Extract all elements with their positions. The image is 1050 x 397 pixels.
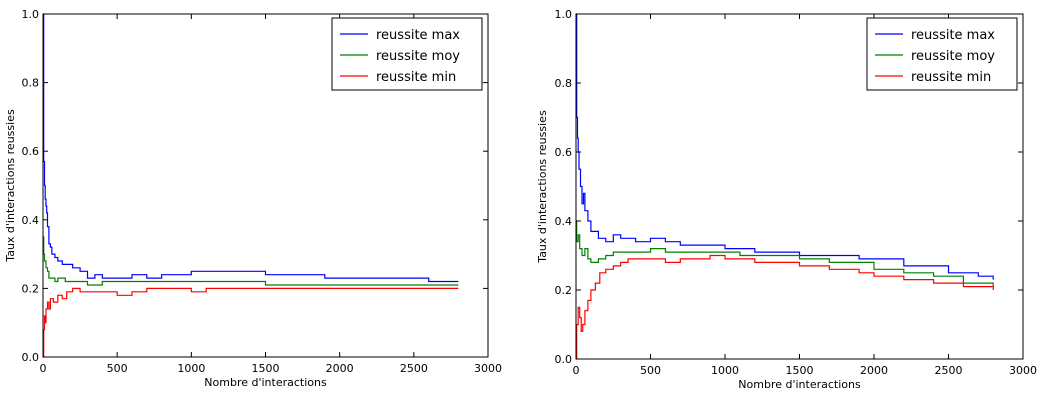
series-line-reussite-moy (576, 220, 994, 287)
y-tick-label: 0.0 (22, 351, 40, 364)
x-tick-label: 3000 (474, 362, 502, 375)
y-tick-label: 1.0 (22, 8, 40, 21)
series-line-reussite-min (43, 287, 459, 358)
x-axis-label: Nombre d'interactions (204, 376, 327, 389)
y-tick-label: 0.8 (555, 77, 573, 90)
x-tick-label: 0 (573, 364, 580, 377)
x-tick-label: 500 (107, 362, 128, 375)
y-tick-label: 0.6 (555, 146, 573, 159)
y-tick-label: 0.4 (22, 214, 40, 227)
x-tick-label: 2000 (860, 364, 888, 377)
series-line-reussite-min (576, 254, 994, 360)
legend-label: reussite min (911, 70, 991, 85)
y-tick-label: 1.0 (555, 8, 573, 21)
x-tick-label: 1000 (177, 362, 205, 375)
y-axis-label: Taux d'interactions reussies (536, 110, 549, 264)
x-tick-label: 3000 (1009, 364, 1037, 377)
x-tick-label: 1500 (786, 364, 814, 377)
legend-label: reussite max (376, 28, 460, 43)
y-tick-label: 0.0 (555, 353, 573, 366)
y-tick-label: 0.4 (555, 215, 573, 228)
legend-box (866, 17, 1018, 91)
y-tick-label: 0.2 (22, 282, 40, 295)
y-tick-label: 0.6 (22, 145, 40, 158)
x-tick-label: 0 (40, 362, 47, 375)
x-axis-label: Nombre d'interactions (738, 378, 861, 391)
legend-label: reussite moy (911, 49, 995, 64)
x-tick-label: 2500 (935, 364, 963, 377)
legend-label: reussite min (376, 70, 456, 85)
x-tick-label: 1500 (252, 362, 280, 375)
legend-box (331, 17, 483, 91)
x-tick-label: 2500 (400, 362, 428, 375)
series-line-reussite-max (576, 13, 994, 280)
chart-1: 0 500 1000 1500 2000 2500 3000 0.0 0.2 0.4 0.6 0.8 1… (4, 8, 502, 389)
y-tick-label: 0.2 (555, 284, 573, 297)
x-tick-label: 500 (640, 364, 661, 377)
legend-label: reussite moy (376, 49, 460, 64)
y-tick-label: 0.8 (22, 77, 40, 90)
y-axis-label: Taux d'interactions reussies (4, 109, 17, 263)
series-line-reussite-moy (43, 236, 459, 286)
x-tick-label: 1000 (711, 364, 739, 377)
x-tick-label: 2000 (326, 362, 354, 375)
chart-2: 0 500 1000 1500 2000 2500 3000 0.0 0.2 0.4 0.6 0.8 1… (536, 8, 1037, 391)
series-line-reussite-max (43, 13, 459, 283)
legend-label: reussite max (911, 28, 995, 43)
